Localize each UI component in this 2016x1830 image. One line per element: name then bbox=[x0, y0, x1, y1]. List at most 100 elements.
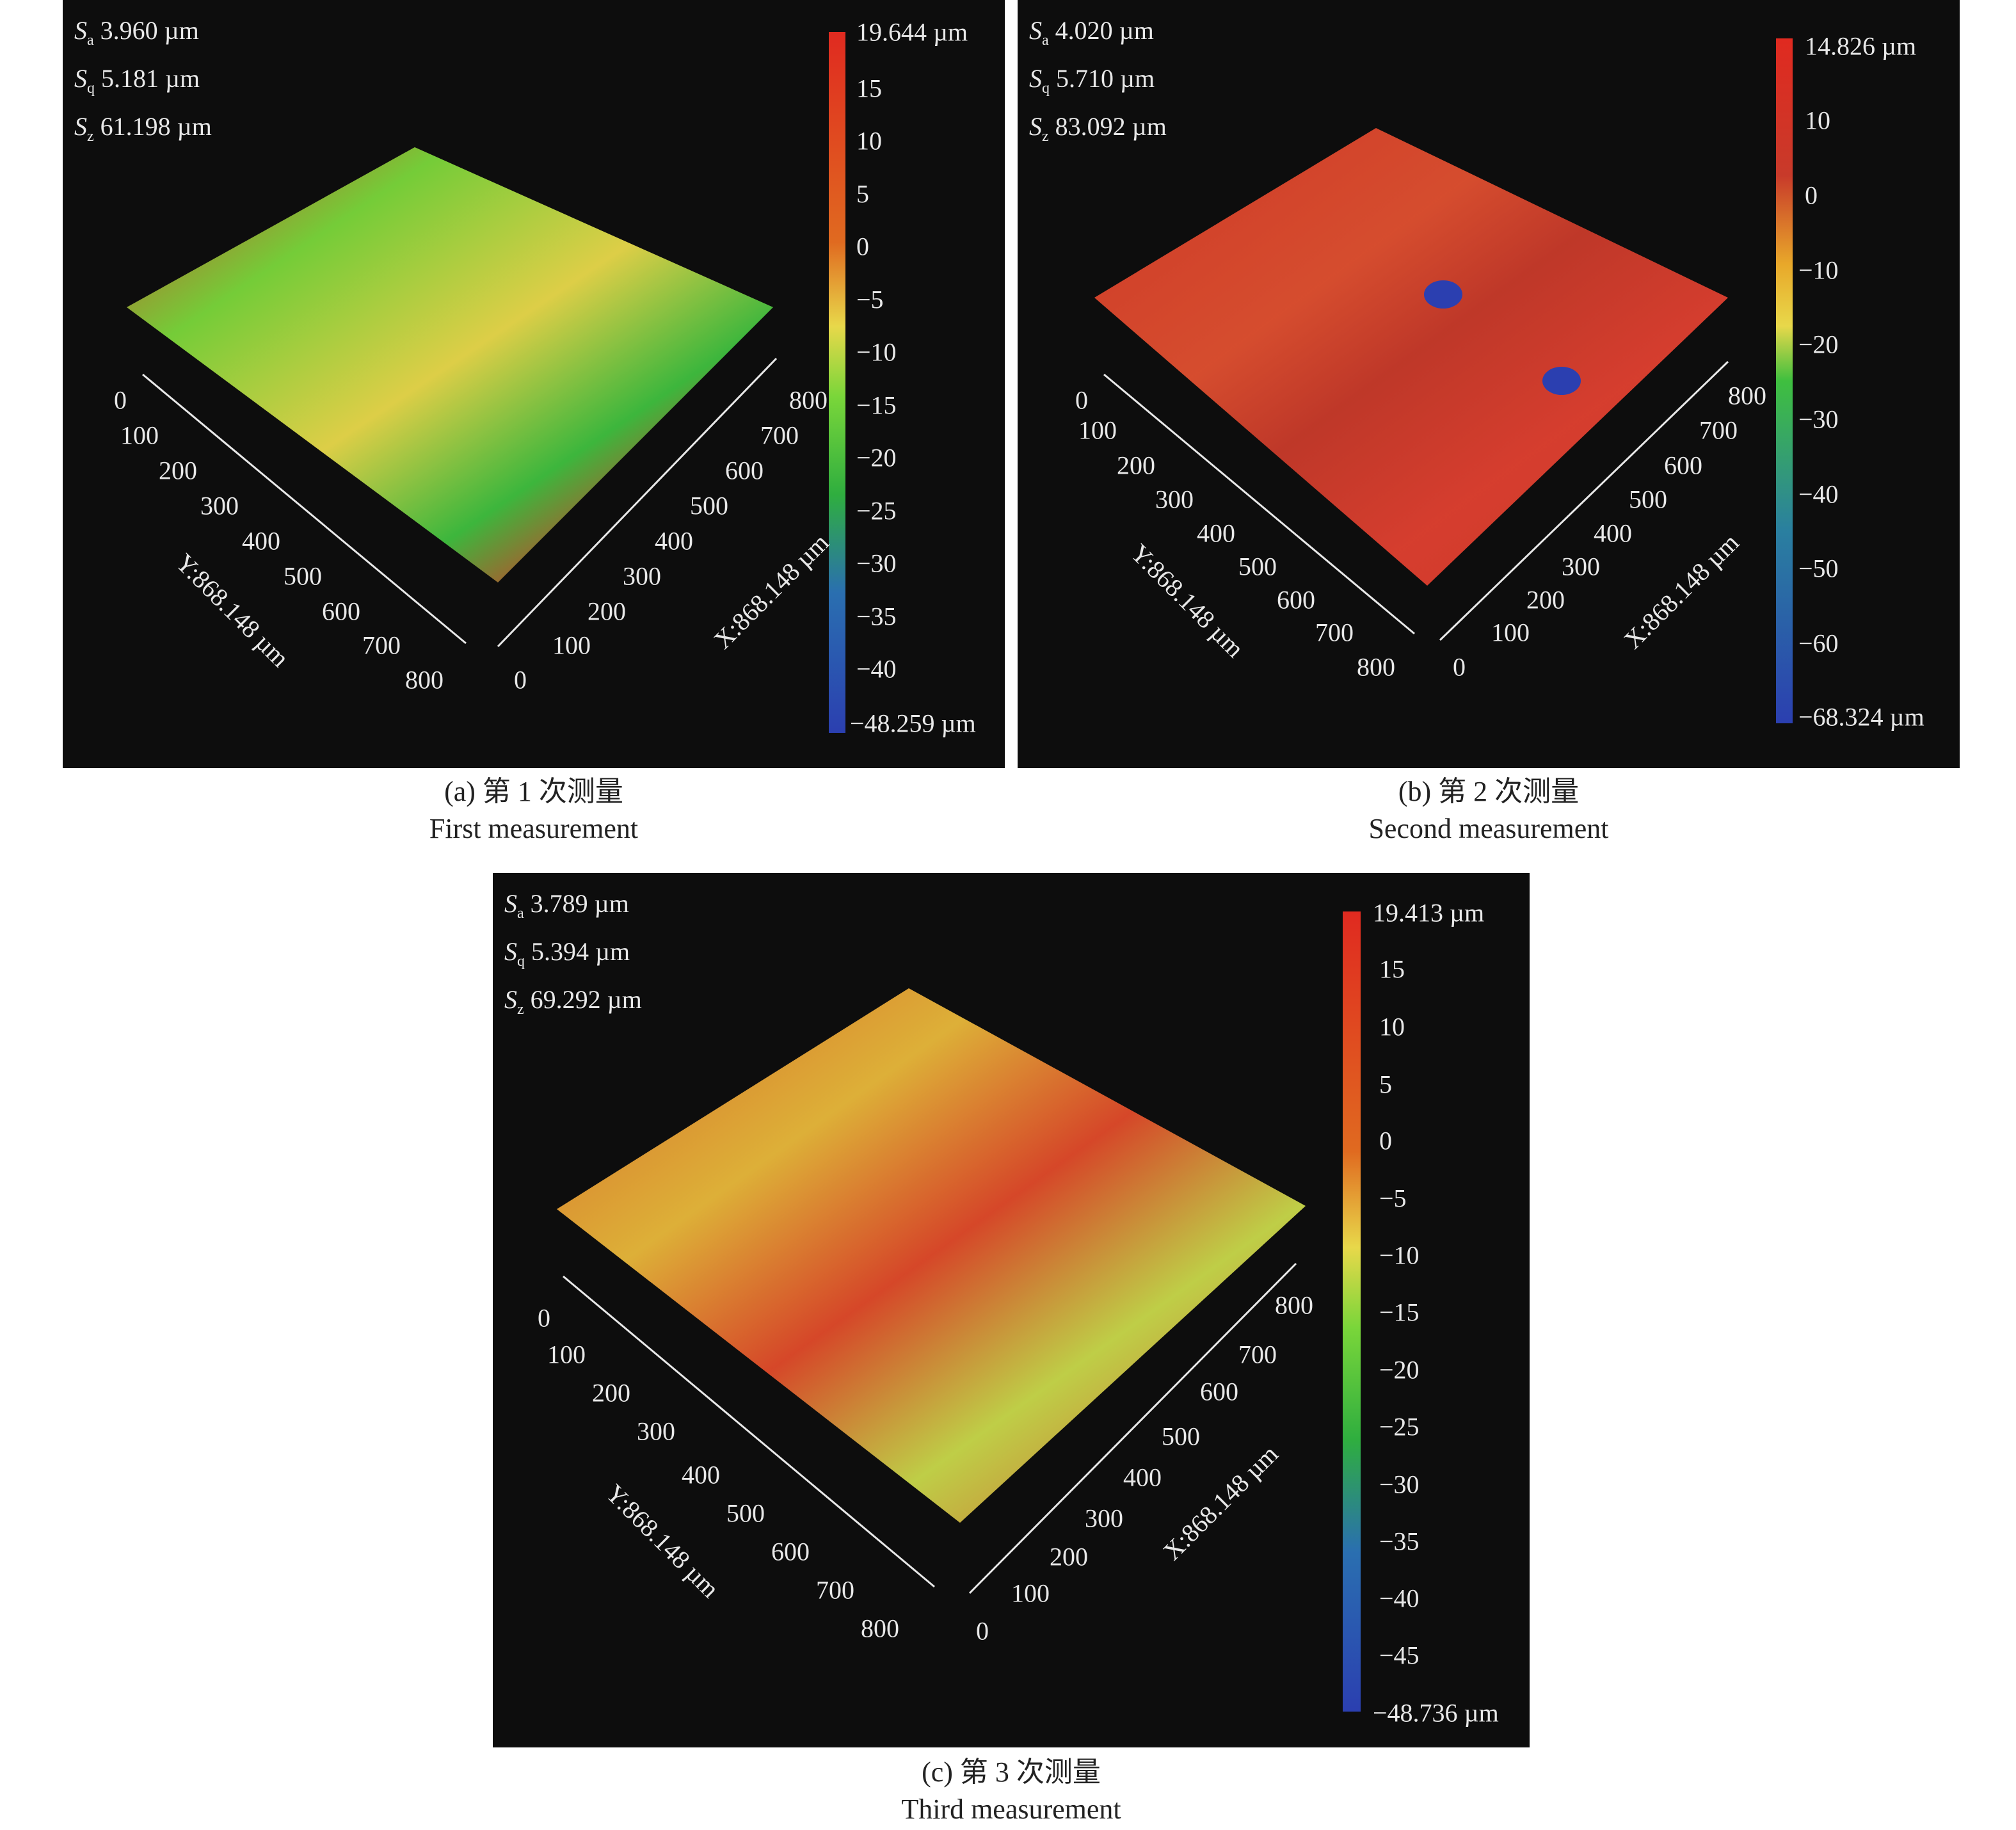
x-axis-line bbox=[968, 1262, 1297, 1594]
panel-second-measurement: Sa 4.020 µm Sq 5.710 µm Sz 83.092 µm bbox=[1018, 0, 1960, 768]
y-tick: 600 bbox=[771, 1537, 810, 1566]
colorbar-label: −48.259 µm bbox=[850, 709, 976, 738]
surface-plot bbox=[1094, 38, 1793, 723]
x-tick: 100 bbox=[1491, 618, 1530, 647]
x-axis-line bbox=[1439, 360, 1729, 641]
x-tick: 400 bbox=[1594, 518, 1632, 548]
colorbar-label: −5 bbox=[1379, 1184, 1407, 1213]
colorbar-label: 15 bbox=[856, 74, 882, 103]
colorbar-label: −10 bbox=[1379, 1240, 1420, 1270]
colorbar-label: 14.826 µm bbox=[1805, 31, 1917, 61]
x-tick: 100 bbox=[552, 630, 591, 660]
y-tick: 100 bbox=[547, 1340, 586, 1369]
colorbar-label: −5 bbox=[856, 285, 884, 314]
surface-plot bbox=[127, 32, 845, 733]
roughness-stats: Sa 3.789 µm Sq 5.394 µm Sz 69.292 µm bbox=[504, 889, 642, 1018]
y-tick: 300 bbox=[637, 1417, 675, 1446]
colorbar-label: −20 bbox=[1798, 330, 1839, 359]
panel-third-measurement: Sa 3.789 µm Sq 5.394 µm Sz 69.292 µm 19.… bbox=[493, 873, 1530, 1747]
sq-value: 5.710 µm bbox=[1056, 64, 1155, 93]
y-axis-line bbox=[142, 373, 467, 645]
y-tick: 700 bbox=[816, 1575, 854, 1605]
y-tick: 500 bbox=[726, 1498, 765, 1528]
colorbar-label: −20 bbox=[856, 443, 897, 472]
x-tick: 600 bbox=[725, 456, 764, 485]
colorbar-label: −40 bbox=[856, 654, 897, 684]
y-tick: 800 bbox=[405, 665, 444, 694]
y-tick: 400 bbox=[682, 1460, 720, 1489]
x-tick: 700 bbox=[760, 421, 799, 450]
colorbar-label: 0 bbox=[1805, 181, 1818, 210]
roughness-stats: Sa 3.960 µm Sq 5.181 µm Sz 61.198 µm bbox=[74, 16, 212, 145]
sz-value: 83.092 µm bbox=[1055, 112, 1167, 141]
x-tick: 800 bbox=[789, 385, 828, 415]
y-tick: 200 bbox=[159, 456, 197, 485]
colorbar-label: −40 bbox=[1379, 1584, 1420, 1613]
x-tick: 300 bbox=[1562, 552, 1600, 581]
y-tick: 100 bbox=[120, 421, 159, 450]
x-axis-line bbox=[497, 357, 778, 648]
colorbar bbox=[829, 32, 845, 733]
colorbar-label: 0 bbox=[1379, 1126, 1392, 1155]
x-tick: 0 bbox=[1453, 652, 1466, 682]
x-tick: 300 bbox=[623, 561, 661, 591]
colorbar-label: −10 bbox=[856, 337, 897, 367]
x-tick: 800 bbox=[1728, 381, 1766, 410]
surface bbox=[127, 147, 773, 582]
x-tick: 500 bbox=[1629, 485, 1667, 514]
surface-plot bbox=[557, 911, 1361, 1712]
y-tick: 200 bbox=[592, 1378, 630, 1408]
colorbar-label: −35 bbox=[856, 602, 897, 631]
colorbar-label: −48.736 µm bbox=[1373, 1698, 1499, 1728]
caption-en: First measurement bbox=[429, 813, 639, 844]
colorbar-label: −15 bbox=[856, 390, 897, 420]
sa-value: 3.789 µm bbox=[530, 889, 629, 918]
y-tick: 0 bbox=[1075, 385, 1088, 415]
x-tick: 300 bbox=[1085, 1504, 1123, 1533]
colorbar-label: −68.324 µm bbox=[1798, 702, 1924, 732]
x-tick: 500 bbox=[690, 491, 728, 520]
colorbar-label: 10 bbox=[856, 126, 882, 156]
y-tick: 400 bbox=[242, 526, 280, 556]
x-tick: 500 bbox=[1162, 1422, 1200, 1451]
colorbar-label: −30 bbox=[856, 549, 897, 578]
sz-value: 69.292 µm bbox=[530, 985, 642, 1014]
caption-en: Second measurement bbox=[1368, 813, 1609, 844]
y-tick: 300 bbox=[200, 491, 239, 520]
x-tick: 700 bbox=[1699, 415, 1738, 445]
caption-en: Third measurement bbox=[901, 1794, 1121, 1825]
y-tick: 800 bbox=[861, 1614, 899, 1643]
y-tick: 0 bbox=[538, 1303, 550, 1333]
x-tick: 600 bbox=[1664, 451, 1702, 480]
roughness-stats: Sa 4.020 µm Sq 5.710 µm Sz 83.092 µm bbox=[1029, 16, 1167, 145]
colorbar-label: 19.644 µm bbox=[856, 17, 968, 47]
colorbar-label: 5 bbox=[856, 179, 869, 209]
colorbar-label: 15 bbox=[1379, 954, 1405, 984]
colorbar-label: 0 bbox=[856, 232, 869, 261]
sq-value: 5.394 µm bbox=[531, 937, 630, 966]
colorbar-label: −25 bbox=[1379, 1412, 1420, 1441]
y-tick: 0 bbox=[114, 385, 127, 415]
pit bbox=[1424, 280, 1462, 309]
caption-zh: (b) 第 2 次测量 bbox=[1398, 776, 1580, 807]
y-axis-line bbox=[1103, 373, 1415, 635]
colorbar-label: −45 bbox=[1379, 1641, 1420, 1670]
x-tick: 0 bbox=[976, 1616, 989, 1646]
y-tick: 600 bbox=[322, 597, 360, 626]
y-tick: 100 bbox=[1078, 415, 1117, 445]
colorbar-label: 10 bbox=[1805, 106, 1830, 135]
caption-a: (a) 第 1 次测量 First measurement bbox=[63, 773, 1005, 847]
y-tick: 400 bbox=[1197, 518, 1235, 548]
x-tick: 200 bbox=[1050, 1542, 1088, 1571]
caption-b: (b) 第 2 次测量 Second measurement bbox=[1018, 773, 1960, 847]
panel-first-measurement: Sa 3.960 µm Sq 5.181 µm Sz 61.198 µm 19.… bbox=[63, 0, 1005, 768]
colorbar-label: −10 bbox=[1798, 255, 1839, 285]
y-tick: 800 bbox=[1357, 652, 1395, 682]
sa-value: 4.020 µm bbox=[1055, 16, 1154, 45]
surface bbox=[557, 988, 1306, 1523]
sz-value: 61.198 µm bbox=[100, 112, 212, 141]
colorbar-label: 10 bbox=[1379, 1012, 1405, 1041]
colorbar-label: −25 bbox=[856, 496, 897, 526]
caption-zh: (c) 第 3 次测量 bbox=[922, 1756, 1101, 1788]
sa-value: 3.960 µm bbox=[100, 16, 199, 45]
